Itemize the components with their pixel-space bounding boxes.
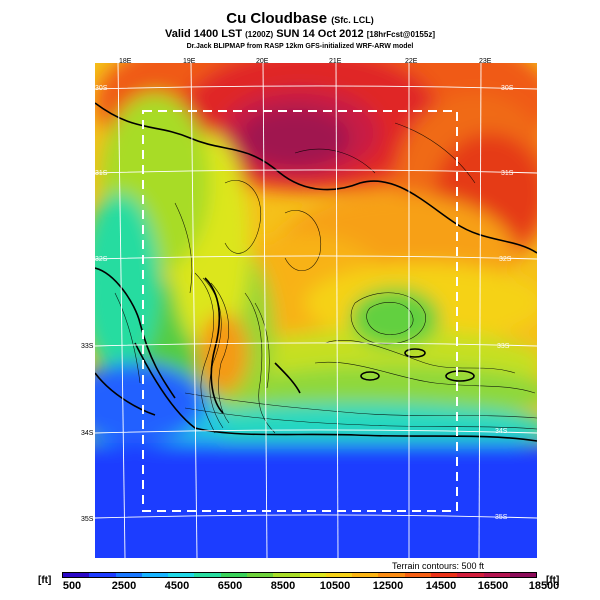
color-swatch	[378, 573, 405, 577]
legend-unit-left: [ft]	[38, 575, 52, 586]
legend-tick: 18500	[528, 580, 560, 592]
chart-title: Cu Cloudbase (Sfc. LCL)	[0, 10, 600, 27]
legend-tick: 16500	[477, 580, 509, 592]
valid-utc: (1200Z)	[245, 30, 274, 39]
lat-label-left: 35S	[81, 516, 94, 523]
color-swatch	[430, 573, 458, 577]
map-field	[95, 63, 537, 558]
legend-tick: 14500	[425, 580, 457, 592]
color-swatch	[246, 573, 274, 577]
lon-label-top: 18E	[119, 58, 132, 65]
forecast-date: SUN 14 Oct 2012	[276, 28, 364, 40]
legend-tick: 6500	[217, 580, 243, 592]
legend-tick: 2500	[111, 580, 137, 592]
legend-tick: 500	[62, 580, 82, 592]
lat-label-left: 33S	[81, 343, 94, 350]
title-suffix: (Sfc. LCL)	[331, 15, 374, 25]
color-swatch	[220, 573, 247, 577]
lat-label-right: 35S	[495, 514, 508, 521]
color-scale-bar	[62, 572, 537, 578]
color-swatch	[141, 573, 169, 577]
color-swatch	[352, 573, 379, 577]
cloudbase-map: 18E 19E 20E 21E 22E 23E 18E 19E 20E 21E …	[81, 58, 537, 570]
title-main: Cu Cloudbase	[226, 10, 328, 27]
color-swatch	[299, 573, 326, 577]
lon-label-top: 20E	[256, 58, 269, 65]
color-swatch	[273, 573, 300, 577]
lat-label-left: 30S	[95, 85, 108, 92]
lon-label-bottom: 20E	[263, 558, 276, 565]
lon-label-top: 21E	[329, 58, 342, 65]
lon-label-bottom: 18E	[119, 563, 132, 570]
run-info: [18hrFcst@0155z]	[366, 30, 435, 39]
color-swatch	[63, 573, 90, 577]
color-swatch	[457, 573, 484, 577]
lat-label-right: 33S	[497, 343, 510, 350]
lon-label-bottom: 21E	[335, 558, 348, 565]
legend-tick: 10500	[319, 580, 351, 592]
valid-time: Valid 1400 LST	[165, 28, 243, 40]
color-swatch	[325, 573, 353, 577]
legend-tick: 12500	[372, 580, 404, 592]
color-swatch	[404, 573, 431, 577]
lat-label-right: 31S	[501, 170, 514, 177]
lon-label-top: 23E	[479, 58, 492, 65]
lat-label-right: 34S	[495, 428, 508, 435]
lon-label-top: 19E	[183, 58, 196, 65]
lat-label-left: 32S	[95, 256, 108, 263]
color-swatch	[168, 573, 195, 577]
color-swatch	[483, 573, 510, 577]
lat-label-right: 30S	[501, 85, 514, 92]
chart-subtitle: Valid 1400 LST (1200Z) SUN 14 Oct 2012 […	[0, 28, 600, 40]
lat-label-left: 34S	[81, 430, 94, 437]
terrain-contour-note: Terrain contours: 500 ft	[392, 561, 485, 571]
model-credit: Dr.Jack BLIPMAP from RASP 12km GFS-initi…	[186, 43, 414, 50]
legend-unit-right: [ft]	[546, 575, 560, 586]
legend-tick: 4500	[164, 580, 190, 592]
lon-label-top: 22E	[405, 58, 418, 65]
lon-label-bottom: 19E	[193, 560, 206, 567]
color-swatch	[509, 573, 537, 577]
lat-label-left: 31S	[95, 170, 108, 177]
lat-label-right: 32S	[499, 256, 512, 263]
color-swatch	[115, 573, 142, 577]
color-swatch	[89, 573, 116, 577]
color-swatch	[194, 573, 221, 577]
legend-tick: 8500	[270, 580, 296, 592]
